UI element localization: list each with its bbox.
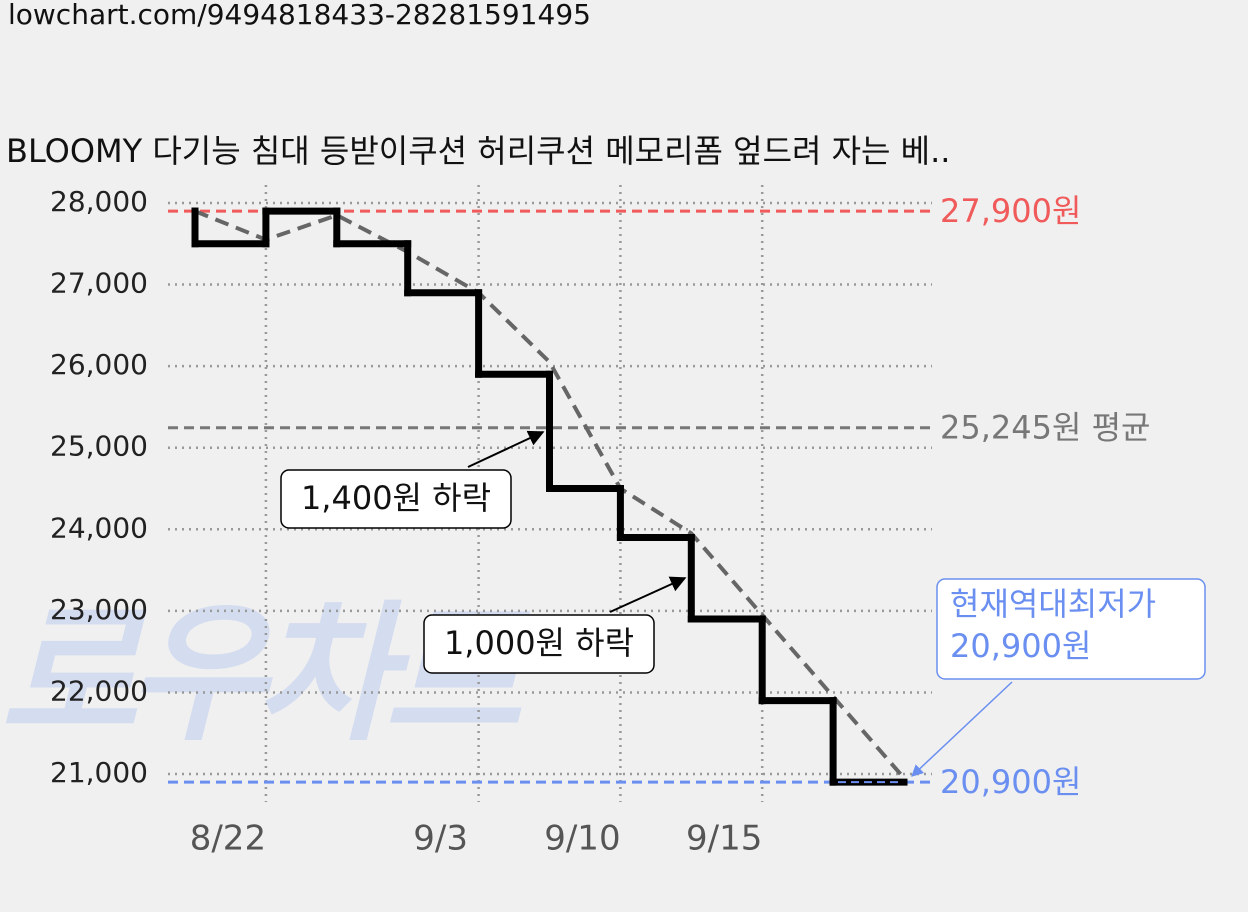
y-tick-label: 23,000 — [50, 593, 148, 626]
callout-text: 20,900원 — [950, 627, 1091, 665]
annotation-text: 1,000원 하락 — [444, 624, 634, 662]
y-tick-label: 22,000 — [50, 674, 148, 707]
y-tick-label: 25,000 — [50, 430, 148, 463]
x-tick-label: 9/15 — [686, 819, 762, 859]
annotation-box — [280, 469, 512, 529]
annotation-box — [423, 614, 655, 674]
y-tick-label: 24,000 — [50, 511, 148, 544]
y-tick-label: 27,000 — [50, 267, 148, 300]
annotation-text: 1,400원 하락 — [301, 479, 491, 517]
callout-text: 현재역대최저가 — [950, 585, 1156, 623]
chart-title: BLOOMY 다기능 침대 등받이쿠션 허리쿠션 메모리폼 엎드려 자는 베.. — [6, 132, 950, 170]
y-tick-label: 26,000 — [50, 348, 148, 381]
x-tick-label: 9/10 — [544, 819, 620, 859]
y-tick-label: 28,000 — [50, 185, 148, 218]
annotation-arrow — [467, 430, 545, 468]
x-tick-label: 8/22 — [190, 819, 266, 859]
annotation-arrow — [609, 576, 687, 613]
callout-box — [936, 578, 1206, 680]
reference-label: 20,900원 — [940, 763, 1081, 801]
callout-arrow — [911, 681, 1013, 777]
x-tick-label: 9/3 — [413, 819, 468, 859]
url: lowchart.com/9494818433-28281591495 — [8, 0, 591, 31]
y-tick-label: 21,000 — [50, 756, 148, 789]
reference-label: 27,900원 — [940, 192, 1081, 230]
reference-label: 25,245원 평균 — [940, 409, 1150, 447]
